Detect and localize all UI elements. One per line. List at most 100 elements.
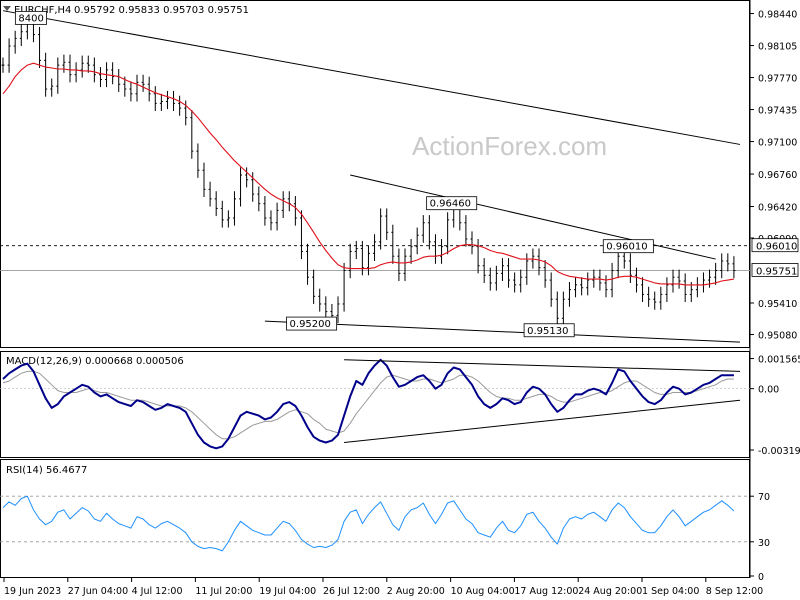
- price-bar: [586, 272, 590, 296]
- price-bar: [427, 215, 431, 250]
- price-panel-border: [0, 0, 750, 348]
- price-bar: [701, 272, 705, 293]
- price-annotation-4: 0.95130: [523, 323, 575, 338]
- price-bar: [604, 275, 608, 298]
- price-bar: [421, 215, 425, 243]
- price-bar: [62, 54, 66, 73]
- price-bar: [214, 191, 218, 217]
- price-bar: [500, 258, 504, 282]
- price-bar: [379, 208, 383, 250]
- price-annotation-2: 0.96010: [602, 239, 654, 254]
- price-bar: [196, 143, 200, 178]
- price-bar: [708, 269, 712, 288]
- price-bar: [153, 86, 157, 111]
- macd-signal-line: [2, 370, 734, 440]
- price-bar: [147, 76, 151, 102]
- symbol-title: EURCHF,H4: [14, 5, 71, 16]
- price-bar: [178, 95, 182, 116]
- price-annotation-0-box: [14, 10, 47, 25]
- rsi-tick-label: 30: [758, 538, 770, 549]
- price-tick-label: 0.98105: [758, 42, 797, 53]
- macd-line: [2, 358, 734, 450]
- rsi-line: [2, 495, 735, 552]
- price-bar: [567, 281, 571, 307]
- price-bar: [507, 258, 511, 288]
- macd-trendline-0: [344, 359, 741, 372]
- x-tick-label: 17 Aug 12:00: [514, 586, 578, 597]
- triangle-down-icon[interactable]: [3, 6, 11, 11]
- price-bar: [226, 210, 230, 228]
- macd-trendline-1: [344, 399, 741, 444]
- price-annotation-1-box: [426, 196, 478, 211]
- x-tick-label: 27 Jun 04:00: [68, 586, 128, 597]
- price-bar: [56, 57, 60, 94]
- price-level-label-text: 0.96010: [756, 242, 797, 253]
- price-bar: [220, 200, 224, 228]
- price-annotation-0: 8400: [14, 10, 47, 25]
- x-tick-label: 2 Aug 20:00: [387, 586, 445, 597]
- price-bar: [208, 181, 212, 207]
- price-annotation-2-box: [602, 239, 654, 254]
- price-bar: [257, 186, 261, 212]
- price-annotation-4-text: 0.95130: [527, 326, 568, 337]
- macd-tick-label: 0.00: [758, 385, 779, 396]
- price-bar: [19, 24, 23, 47]
- price-bar: [86, 55, 90, 73]
- price-bar: [610, 262, 614, 298]
- price-bar: [385, 208, 389, 240]
- price-tick-label: 0.95410: [758, 299, 797, 310]
- price-bar: [111, 62, 115, 85]
- price-bar: [665, 277, 669, 303]
- price-bar: [44, 52, 48, 97]
- price-trendline-1: [350, 174, 716, 260]
- price-tick-label: 0.98440: [758, 10, 797, 21]
- price-bar: [275, 202, 279, 231]
- x-tick-label: 8 Sep 12:00: [706, 586, 763, 597]
- price-bar: [98, 67, 102, 88]
- price-annotation-1-text: 0.96460: [430, 199, 471, 210]
- price-bar: [1, 57, 5, 73]
- price-bar: [726, 253, 730, 272]
- price-bar: [38, 26, 42, 69]
- price-level-label-0: 0.96010: [751, 238, 799, 253]
- price-annotation-3: 0.95200: [286, 316, 338, 331]
- price-annotation-0-text: 8400: [18, 13, 43, 24]
- price-bar: [190, 110, 194, 159]
- price-bar: [299, 210, 303, 260]
- rsi-tick-label: 0: [758, 572, 764, 583]
- x-tick-label: 19 Jun 2023: [4, 586, 61, 597]
- price-bar: [92, 57, 96, 83]
- price-bar: [549, 272, 553, 307]
- price-bar: [537, 248, 541, 276]
- price-bar: [159, 93, 163, 111]
- price-bar: [312, 269, 316, 304]
- price-tick-label: 0.97435: [758, 106, 797, 117]
- price-bar: [671, 269, 675, 293]
- price-bar: [519, 269, 523, 293]
- price-bar: [287, 191, 291, 212]
- price-bar: [324, 296, 328, 320]
- price-bar: [74, 62, 78, 83]
- price-bar: [232, 191, 236, 226]
- price-bar: [354, 240, 358, 260]
- price-bar: [281, 191, 285, 218]
- watermark: ActionForex.com: [412, 131, 607, 161]
- price-bar: [251, 172, 255, 202]
- rsi-panel-border: [0, 459, 750, 578]
- x-tick-label: 10 Aug 04:00: [451, 586, 515, 597]
- price-bar: [415, 227, 419, 255]
- macd-panel-border: [0, 351, 750, 458]
- rsi-title: RSI(14) 56.4677: [6, 465, 87, 476]
- ohlc-values: 0.95792 0.95833 0.95703 0.95751: [74, 5, 249, 16]
- price-bar: [366, 245, 370, 276]
- macd-tick-label: 0.001565: [758, 355, 800, 366]
- price-bar: [7, 38, 11, 73]
- price-bar: [634, 267, 638, 293]
- price-bar: [409, 239, 413, 264]
- price-bar: [488, 267, 492, 291]
- price-bar: [129, 81, 133, 102]
- price-level-label-text: 0.95751: [756, 266, 797, 277]
- price-bar: [348, 243, 352, 279]
- price-bar: [172, 90, 176, 111]
